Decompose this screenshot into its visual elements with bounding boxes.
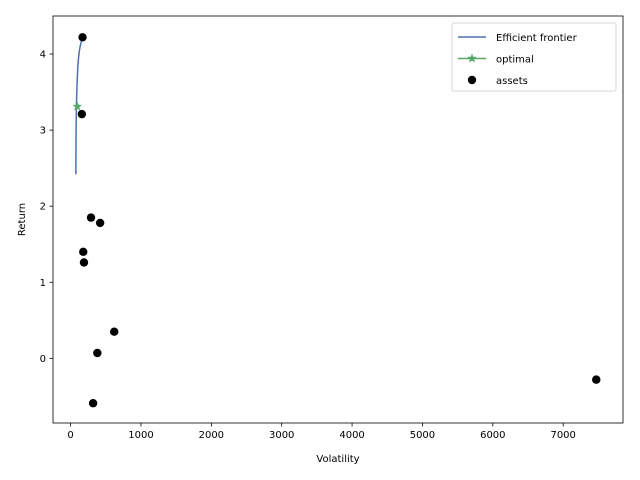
y-tick-label: 2 (40, 202, 46, 213)
optimal-star-marker (72, 101, 83, 111)
x-tick-label: 0 (67, 430, 73, 441)
assets-point (79, 258, 89, 267)
legend-label-assets: assets (496, 76, 528, 87)
x-tick-label: 2000 (199, 430, 224, 441)
legend-label-efficient-frontier: Efficient frontier (496, 33, 578, 44)
y-tick-label: 3 (40, 126, 46, 137)
assets-point (93, 348, 102, 358)
x-axis-label: Volatility (316, 454, 359, 465)
x-tick-label: 7000 (550, 430, 575, 441)
assets-point (77, 109, 87, 119)
legend-marker-optimal (467, 53, 477, 63)
assets-point (592, 375, 601, 384)
x-tick-label: 6000 (480, 430, 505, 441)
assets-point (79, 247, 88, 257)
legend-label-optimal: optimal (496, 55, 534, 66)
assets-point (110, 327, 119, 336)
x-tick-label: 5000 (410, 430, 435, 441)
y-tick-label: 4 (40, 50, 46, 61)
y-tick-label: 0 (40, 354, 46, 365)
axes-frame (52, 15, 624, 424)
assets-point (88, 399, 98, 408)
series-layer (72, 33, 601, 408)
y-axis-label: Return (17, 203, 28, 236)
axes: 0 1000 2000 3000 4000 5000 6000 7000 0 1 2 3 4 (40, 15, 624, 441)
legend-handle-assets (467, 75, 477, 85)
legend: Efficient frontier optimal assets (451, 22, 617, 92)
efficient-frontier-line (75, 37, 84, 175)
x-tick-label: 4000 (339, 430, 364, 441)
assets-point (86, 213, 96, 222)
x-tick-label: 1000 (128, 430, 153, 441)
x-tick-label: 3000 (269, 430, 294, 441)
assets-point (95, 218, 105, 228)
y-tick-label: 1 (40, 278, 46, 289)
assets-point (78, 33, 87, 42)
legend-frame (451, 22, 617, 92)
